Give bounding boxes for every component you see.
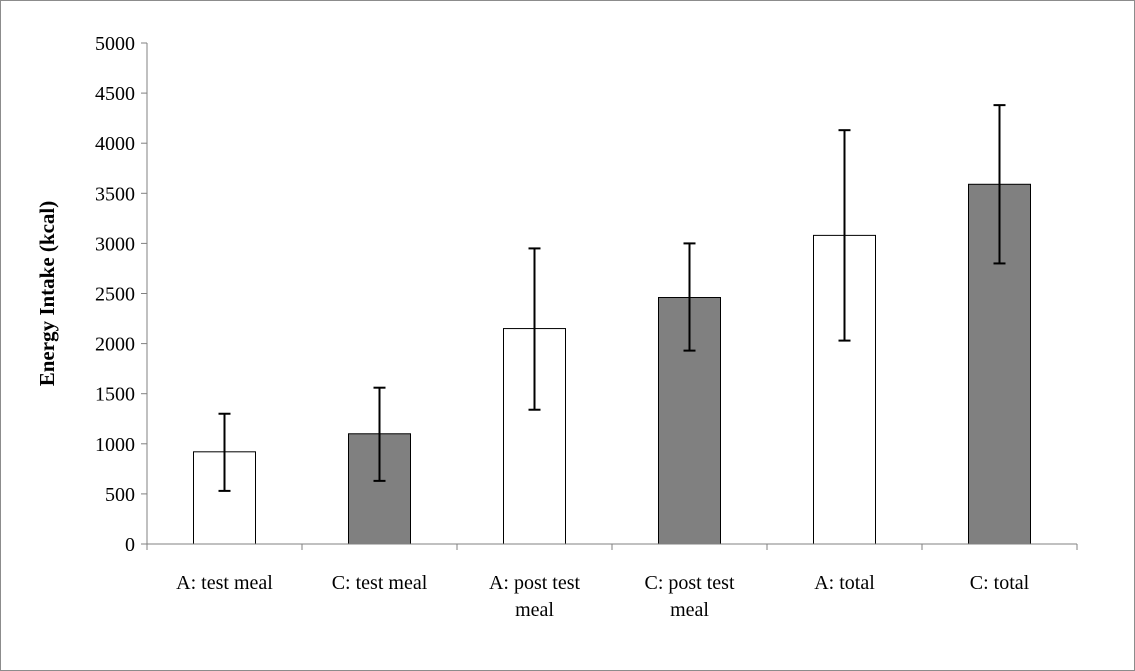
y-tick-label-0: 0	[125, 534, 135, 556]
axes	[141, 42, 1078, 550]
y-tick-label-2: 1000	[95, 434, 135, 456]
y-tick-label-1: 500	[105, 484, 135, 506]
y-axis-title: Energy Intake (kcal)	[35, 201, 59, 387]
y-tick-label-10: 5000	[95, 33, 135, 55]
y-tick-label-5: 2500	[95, 284, 135, 306]
x-tick-label-3-line-1: A: post test	[489, 572, 581, 594]
x-tick-label-3-line-2: meal	[515, 599, 554, 621]
y-tick-label-8: 4000	[95, 133, 135, 155]
x-tick-label-4-line-2: meal	[670, 599, 709, 621]
x-tick-label-2: C: test meal	[332, 572, 428, 594]
bars	[193, 183, 1031, 545]
y-tick-label-7: 3500	[95, 183, 135, 205]
y-tick-label-4: 2000	[95, 334, 135, 356]
x-tick-label-5: A: total	[814, 572, 875, 594]
y-tick-label-6: 3000	[95, 233, 135, 255]
y-tick-label-3: 1500	[95, 384, 135, 406]
tick-labels: 0 500 1000 1500 2000 2500 3000 3500 4000 4500 5000…	[95, 33, 1030, 621]
y-tick-label-9: 4500	[95, 83, 135, 105]
x-tick-label-6: C: total	[970, 572, 1030, 594]
x-tick-label-4-line-1: C: post test	[644, 572, 734, 594]
error-bars	[218, 104, 1006, 492]
x-tick-label-1: A: test meal	[176, 572, 273, 594]
